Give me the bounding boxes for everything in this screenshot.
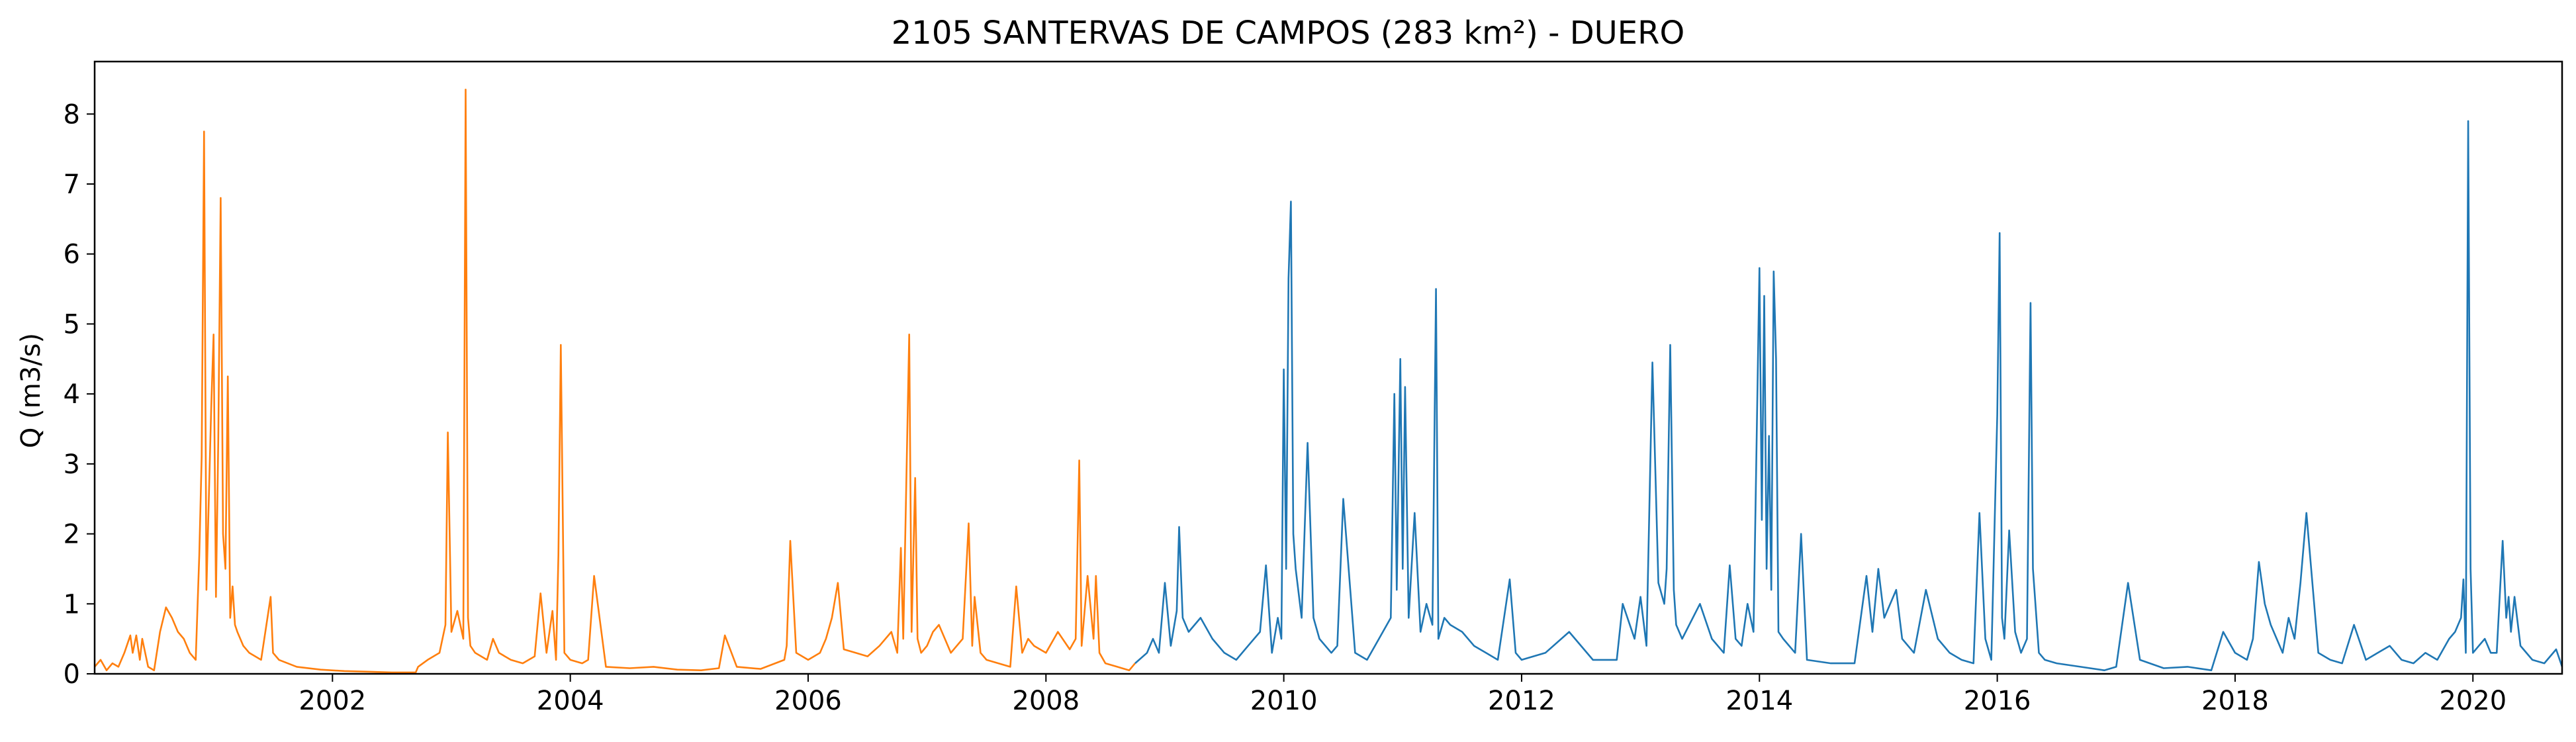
x-tick-label: 2020: [2439, 686, 2507, 716]
y-tick-label: 5: [64, 309, 80, 340]
y-tick-label: 6: [64, 240, 80, 270]
x-tick-label: 2002: [299, 686, 366, 716]
y-tick-label: 1: [64, 589, 80, 620]
series-line-1: [94, 89, 1136, 674]
y-tick-label: 0: [64, 659, 80, 690]
x-tick-label: 2004: [537, 686, 604, 716]
x-tick-label: 2010: [1250, 686, 1318, 716]
x-tick-label: 2006: [774, 686, 842, 716]
y-axis-label: Q (m3/s): [16, 333, 46, 448]
y-tick-label: 2: [64, 520, 80, 550]
y-axis: 0 1 2 3 4 5 6 7 8: [64, 99, 95, 690]
y-tick-label: 8: [64, 99, 80, 130]
x-tick-label: 2014: [1725, 686, 1793, 716]
series-layer: [94, 89, 2563, 674]
plot-frame: [93, 60, 2563, 675]
series-line-2: [1134, 120, 2563, 672]
y-tick-label: 7: [64, 169, 80, 200]
y-tick-label: 3: [64, 449, 80, 480]
y-tick-label: 4: [64, 379, 80, 410]
x-axis: 2002 2004 2006 2008 2010 2012 2014 2016 2018 2020: [299, 674, 2507, 716]
x-tick-label: 2012: [1488, 686, 1555, 716]
x-tick-label: 2018: [2201, 686, 2269, 716]
x-tick-label: 2008: [1012, 686, 1080, 716]
chart-title: 2105 SANTERVAS DE CAMPOS (283 km²) - DUE…: [892, 15, 1685, 52]
x-tick-label: 2016: [1964, 686, 2031, 716]
